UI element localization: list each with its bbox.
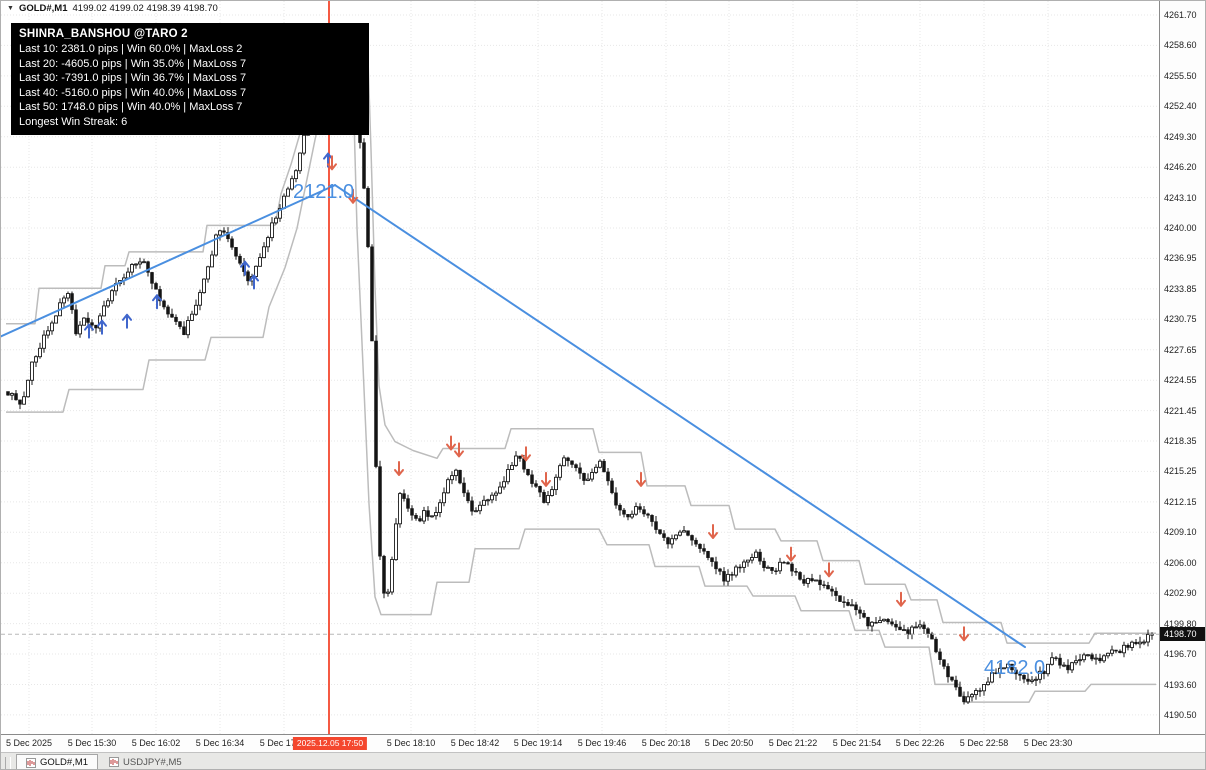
buy-arrow-icon bbox=[249, 274, 259, 290]
current-price-tag: 4198.70 bbox=[1160, 627, 1205, 641]
price-label: 4230.75 bbox=[1164, 314, 1197, 325]
sell-arrow-icon bbox=[446, 435, 456, 451]
symbol-quote-bar[interactable]: ▼ GOLD#,M1 4199.02 4199.02 4198.39 4198.… bbox=[7, 3, 218, 14]
strategy-stats: Last 10: 2381.0 pips | Win 60.0% | MaxLo… bbox=[19, 42, 361, 129]
price-label: 4199.80 bbox=[1164, 618, 1197, 629]
price-label: 4190.50 bbox=[1164, 709, 1197, 720]
ohlc-values: 4199.02 4199.02 4198.39 4198.70 bbox=[72, 3, 218, 14]
buy-arrow-icon bbox=[152, 294, 162, 310]
price-label: 4193.60 bbox=[1164, 679, 1197, 690]
chevron-down-icon: ▼ bbox=[7, 5, 14, 12]
sell-arrow-icon bbox=[454, 442, 464, 458]
price-label: 4255.50 bbox=[1164, 70, 1197, 81]
strategy-stat-line: Last 20: -4605.0 pips | Win 35.0% | MaxL… bbox=[19, 57, 247, 70]
time-label: 5 Dec 18:10 bbox=[386, 738, 436, 748]
time-label: 5 Dec 2025 bbox=[5, 738, 53, 748]
buy-arrow-icon bbox=[122, 313, 132, 329]
price-axis[interactable]: 4261.70 4258.60 4255.50 4252.40 4249.30 4246.… bbox=[1159, 1, 1205, 734]
sell-arrow-icon bbox=[786, 546, 796, 562]
buy-arrow-icon bbox=[240, 260, 250, 276]
price-label: 4246.20 bbox=[1164, 162, 1197, 173]
chart-area[interactable]: 2121.0 4182.0 ▼ GOLD#,M1 4199.02 4199.02 … bbox=[1, 1, 1159, 734]
sell-arrow-icon bbox=[708, 524, 718, 539]
time-label: 5 Dec 19:46 bbox=[577, 738, 627, 748]
trendline-value-label: 2121.0 bbox=[293, 181, 354, 203]
strategy-stat-line: Last 10: 2381.0 pips | Win 60.0% | MaxLo… bbox=[19, 43, 243, 55]
price-chart[interactable]: 2121.0 4182.0 bbox=[1, 1, 1159, 734]
time-label: 5 Dec 15:30 bbox=[67, 738, 117, 748]
price-label: 4206.00 bbox=[1164, 557, 1197, 568]
price-label: 4215.25 bbox=[1164, 466, 1197, 477]
vline-time-tag: 2025.12.05 17:50 bbox=[292, 737, 368, 750]
time-label: 5 Dec 22:58 bbox=[959, 738, 1009, 748]
price-label: 4202.90 bbox=[1164, 588, 1197, 599]
price-label: 4221.45 bbox=[1164, 405, 1197, 416]
strategy-info-panel: SHINRA_BANSHOU @TARO 2 Last 10: 2381.0 p… bbox=[11, 23, 369, 135]
time-label: 5 Dec 18:42 bbox=[450, 738, 500, 748]
price-label: 4209.10 bbox=[1164, 527, 1197, 538]
symbol-label: GOLD#,M1 bbox=[18, 3, 68, 14]
mini-chart-icon bbox=[109, 757, 120, 767]
chart-tab-bar: GOLD#,M1 USDJPY#,M5 bbox=[1, 752, 1205, 769]
sell-arrow-icon bbox=[541, 471, 551, 487]
price-label: 4236.95 bbox=[1164, 253, 1197, 264]
price-label: 4249.30 bbox=[1164, 131, 1197, 142]
time-axis[interactable]: 5 Dec 2025 5 Dec 15:30 5 Dec 16:02 5 Dec 16… bbox=[1, 734, 1205, 752]
strategy-stat-line: Longest Win Streak: 6 bbox=[19, 115, 128, 128]
tab-label: USDJPY#,M5 bbox=[123, 756, 182, 768]
strategy-stat-line: Last 40: -5160.0 pips | Win 40.0% | MaxL… bbox=[19, 86, 247, 99]
price-label: 4261.70 bbox=[1164, 10, 1197, 20]
time-label: 5 Dec 20:18 bbox=[641, 738, 691, 748]
price-label: 4224.55 bbox=[1164, 375, 1197, 386]
sell-arrow-icon bbox=[348, 188, 358, 204]
price-label: 4252.40 bbox=[1164, 101, 1197, 112]
price-label: 4240.00 bbox=[1164, 223, 1197, 233]
sell-arrow-icon bbox=[896, 591, 906, 607]
tab-gold-m1[interactable]: GOLD#,M1 bbox=[16, 754, 99, 769]
buy-arrow-icon bbox=[84, 323, 94, 339]
sell-arrow-icon bbox=[521, 446, 531, 462]
tab-label: GOLD#,M1 bbox=[40, 757, 89, 768]
price-label: 4243.10 bbox=[1164, 192, 1197, 203]
price-label: 4196.70 bbox=[1164, 649, 1197, 659]
time-label: 5 Dec 19:14 bbox=[513, 738, 563, 748]
time-label: 5 Dec 22:26 bbox=[895, 738, 945, 748]
time-label: 5 Dec 17:06 bbox=[259, 738, 309, 748]
price-label: 4227.65 bbox=[1164, 344, 1197, 355]
tab-usdjpy-m5[interactable]: USDJPY#,M5 bbox=[100, 754, 191, 769]
time-label: 5 Dec 21:22 bbox=[768, 738, 818, 748]
sell-arrow-icon bbox=[636, 471, 646, 487]
sell-arrow-icon bbox=[959, 626, 969, 642]
time-label: 5 Dec 16:02 bbox=[131, 738, 181, 748]
time-label: 5 Dec 20:50 bbox=[704, 738, 754, 748]
chart-tabs: GOLD#,M1 USDJPY#,M5 bbox=[16, 754, 193, 769]
trendline-value-label: 4182.0 bbox=[984, 657, 1045, 679]
sell-arrow-icon bbox=[824, 562, 834, 578]
strategy-stat-line: Last 30: -7391.0 pips | Win 36.7% | MaxL… bbox=[19, 72, 247, 84]
strategy-stat-line: Last 50: 1748.0 pips | Win 40.0% | MaxLo… bbox=[19, 101, 243, 113]
price-label: 4233.85 bbox=[1164, 283, 1197, 294]
tab-splitter[interactable] bbox=[5, 757, 11, 769]
mini-chart-icon bbox=[26, 757, 36, 768]
price-label: 4258.60 bbox=[1164, 40, 1197, 51]
time-label: 5 Dec 23:30 bbox=[1023, 738, 1073, 748]
price-label: 4212.15 bbox=[1164, 496, 1197, 507]
buy-arrow-icon bbox=[97, 319, 107, 335]
time-label: 5 Dec 16:34 bbox=[195, 738, 245, 748]
sell-arrow-icon bbox=[327, 155, 337, 171]
time-label: 5 Dec 21:54 bbox=[832, 738, 882, 748]
strategy-title: SHINRA_BANSHOU @TARO 2 bbox=[19, 28, 188, 40]
sell-arrow-icon bbox=[394, 461, 404, 476]
price-label: 4218.35 bbox=[1164, 436, 1197, 446]
